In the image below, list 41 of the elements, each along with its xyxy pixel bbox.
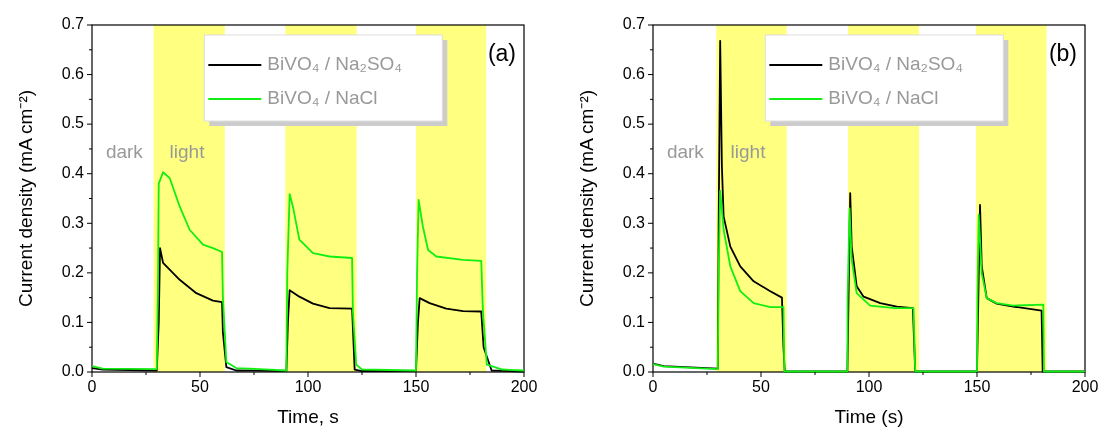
y-tick-label: 0.2 [61,263,85,281]
x-tick-label: 100 [855,378,883,395]
y-tick-label: 0.6 [61,64,85,82]
legend-label: BiVO₄ / Na₂SO₄ [267,53,403,75]
y-tick-label: 0.1 [622,312,646,330]
y-tick-label: 0.5 [61,114,85,132]
y-axis-title: Current density (mA cm⁻²) [15,89,36,308]
x-tick-label: 0 [648,378,658,395]
y-tick-label: 0.4 [622,163,646,181]
legend-label: BiVO₄ / Na₂SO₄ [828,53,964,75]
x-axis-title: Time (s) [834,406,904,427]
legend-label: BiVO₄ / NaCl [828,87,939,109]
y-tick-label: 0.3 [622,213,646,231]
x-tick-label: 0 [87,378,97,395]
y-tick-label: 0.4 [61,163,85,181]
y-tick-label: 0.2 [622,263,646,281]
annotation: (b) [1048,40,1077,67]
annotation: (a) [487,40,516,67]
annotation: light [730,141,767,163]
y-tick-label: 0.7 [622,15,646,33]
y-tick-label: 0.7 [61,15,85,33]
annotation: light [169,141,206,163]
x-tick-label: 200 [1071,378,1099,395]
y-tick-label: 0.3 [61,213,85,231]
y-tick-label: 0.6 [622,64,646,82]
x-tick-label: 50 [191,378,209,395]
x-tick-label: 150 [963,378,991,395]
annotation: dark [666,141,705,163]
x-tick-label: 200 [510,378,538,395]
line-series [652,189,1086,373]
y-tick-label: 0.0 [622,362,646,380]
y-tick-label: 0.0 [61,362,85,380]
x-tick-label: 150 [402,378,430,395]
y-tick-label: 0.5 [622,114,646,132]
x-axis-title: Time, s [277,406,339,427]
x-tick-label: 50 [752,378,770,395]
y-axis-title: Current density (mA cm⁻²) [576,89,597,308]
x-tick-label: 100 [294,378,322,395]
y-tick-label: 0.1 [61,312,85,330]
legend-label: BiVO₄ / NaCl [267,87,378,109]
annotation: dark [105,141,144,163]
